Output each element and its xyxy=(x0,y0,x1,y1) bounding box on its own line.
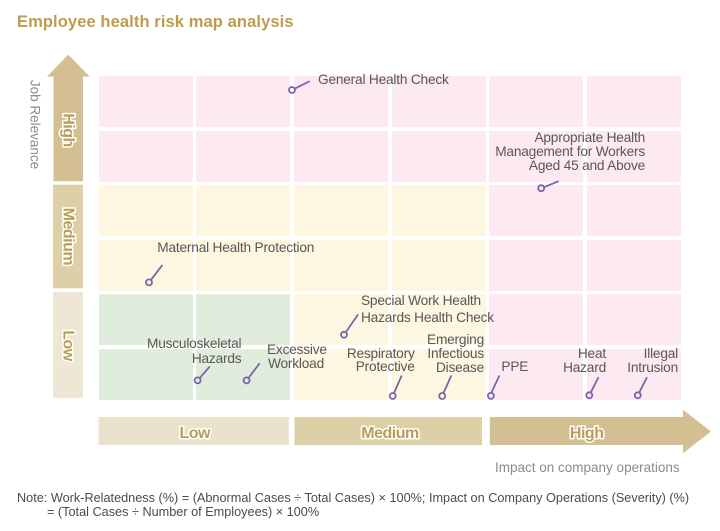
svg-text:Low: Low xyxy=(60,330,77,362)
svg-text:Medium: Medium xyxy=(60,208,77,266)
svg-text:Medium: Medium xyxy=(361,425,419,442)
svg-text:Low: Low xyxy=(179,425,211,442)
svg-text:High: High xyxy=(60,113,77,147)
svg-text:High: High xyxy=(570,425,604,442)
